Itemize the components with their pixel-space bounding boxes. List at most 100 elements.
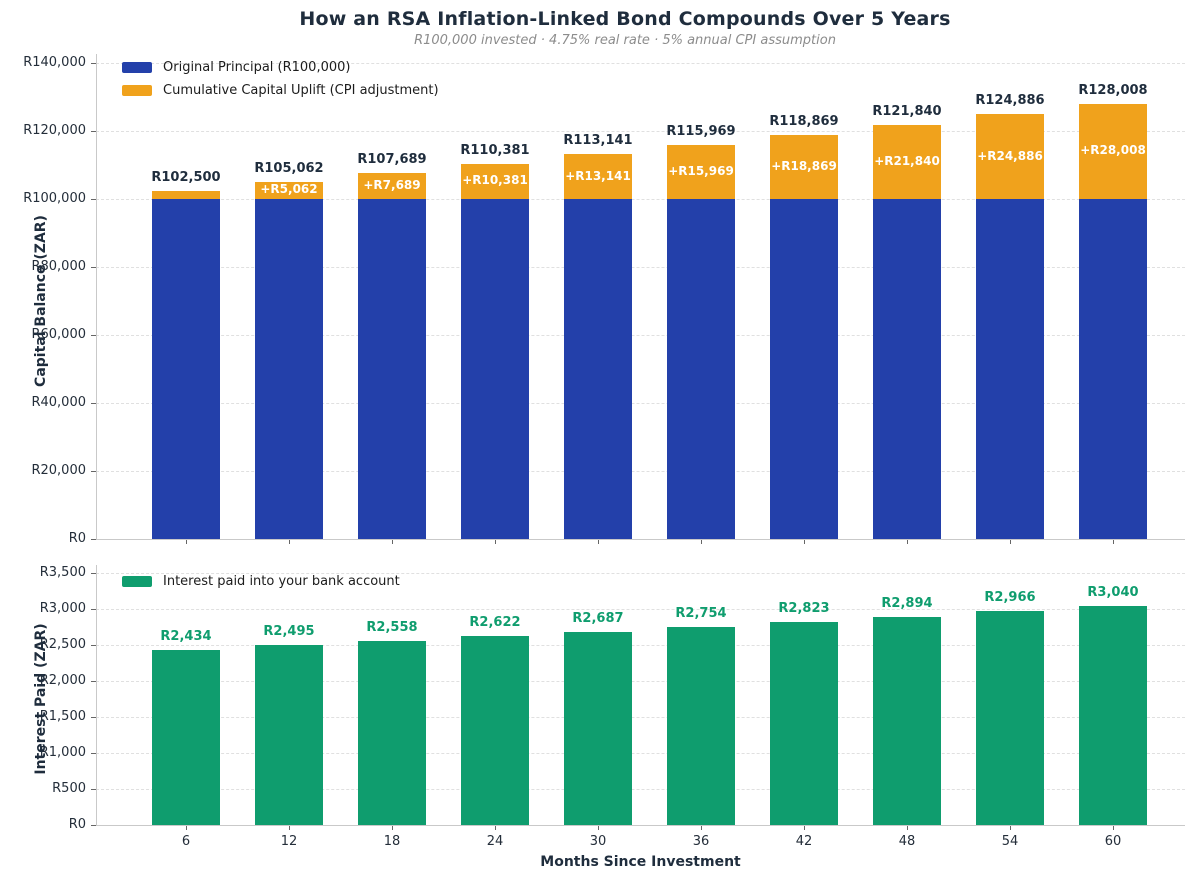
y-tick-label: R100,000 [23,191,86,206]
y-tick-mark [91,681,96,682]
gridline [96,573,1185,574]
bar-segment-top [358,172,426,199]
x-tick-mark [495,540,496,544]
x-tick-mark [392,540,393,544]
x-tick-label: 24 [486,834,504,849]
x-tick-mark [392,826,393,830]
y-tick-mark [91,609,96,610]
legend-item: Interest paid into your bank account [122,571,400,591]
bar-segment-bottom [461,199,529,539]
x-tick-mark [598,826,599,830]
gridline [96,609,1185,610]
x-tick-mark [1010,826,1011,830]
y-tick-mark [91,335,96,336]
x-tick-mark [598,540,599,544]
y-axis-line [96,54,97,539]
gridline [96,131,1185,132]
bar-value-label: R2,687 [572,610,624,626]
uplift-value-label: +R10,381 [462,173,528,188]
y-tick-label: R0 [68,531,86,546]
y-tick-mark [91,63,96,64]
uplift-value-label: +R15,969 [668,163,734,178]
uplift-value-label: +R21,840 [874,153,940,168]
legend-swatch [122,61,152,73]
x-tick-label: 54 [1001,834,1019,849]
y-tick-mark [91,825,96,826]
bar-segment-bottom [770,621,838,825]
bar-value-label: R102,500 [151,169,221,185]
gridline [96,267,1185,268]
gridline [96,335,1185,336]
x-tick-label: 60 [1104,834,1122,849]
y-tick-label: R2,000 [39,673,86,688]
legend-swatch [122,575,152,587]
gridline [96,717,1185,718]
legend-label: Cumulative Capital Uplift (CPI adjustmen… [163,82,439,98]
y-tick-mark [91,789,96,790]
y-tick-label: R20,000 [31,463,86,478]
gridline [96,63,1185,64]
bar-segment-bottom [152,199,220,539]
y-tick-label: R3,500 [39,565,86,580]
bar-value-label: R115,969 [666,123,736,139]
y-tick-mark [91,573,96,574]
x-tick-mark [701,826,702,830]
bar-segment-bottom [564,631,632,825]
gridline [96,753,1185,754]
bar-segment-bottom [358,640,426,825]
uplift-value-label: +R5,062 [260,182,318,197]
gridline [96,403,1185,404]
x-tick-mark [495,826,496,830]
y-tick-label: R80,000 [31,259,86,274]
uplift-value-label: +R18,869 [771,158,837,173]
y-tick-label: R1,000 [39,745,86,760]
x-tick-mark [804,826,805,830]
bar-segment-top [1079,103,1147,199]
chart-subtitle: R100,000 invested · 4.75% real rate · 5%… [414,33,836,48]
y-tick-mark [91,753,96,754]
y-tick-label: R1,500 [39,709,86,724]
bar-value-label: R105,062 [254,160,324,176]
x-tick-mark [701,540,702,544]
x-axis-title: Months Since Investment [540,854,741,870]
bar-segment-bottom [770,199,838,539]
x-tick-mark [1113,826,1114,830]
legend-label: Original Principal (R100,000) [163,59,351,75]
y-tick-label: R120,000 [23,123,86,138]
bar-segment-top [873,124,941,199]
bar-value-label: R2,622 [469,615,521,631]
uplift-value-label: +R28,008 [1080,143,1146,158]
gridline [96,645,1185,646]
x-tick-mark [907,540,908,544]
bar-segment-top [461,163,529,199]
x-tick-mark [1010,540,1011,544]
y-tick-label: R500 [52,781,86,796]
bar-value-label: R2,558 [366,619,418,635]
x-tick-label: 42 [795,834,813,849]
bar-segment-bottom [358,199,426,539]
x-tick-mark [289,540,290,544]
bar-value-label: R110,381 [460,142,530,158]
bar-value-label: R121,840 [872,103,942,119]
x-tick-label: 18 [383,834,401,849]
bar-segment-top [152,190,220,199]
y-tick-label: R140,000 [23,55,86,70]
bar-segment-top [564,154,632,199]
legend-item: Original Principal (R100,000) [122,57,350,77]
bar-value-label: R2,754 [675,605,727,621]
x-tick-mark [1113,540,1114,544]
bar-segment-top [976,114,1044,199]
x-tick-mark [186,826,187,830]
bar-segment-bottom [461,636,529,825]
bar-segment-bottom [873,616,941,825]
bar-value-label: R2,495 [263,624,315,640]
y-tick-label: R60,000 [31,327,86,342]
legend-swatch [122,84,152,96]
y-axis-title: Capital Balance (ZAR) [33,215,49,387]
bar-value-label: R3,040 [1087,585,1139,601]
y-tick-label: R40,000 [31,395,86,410]
y-axis-line [96,565,97,825]
bar-segment-bottom [255,645,323,825]
x-axis-line [96,539,1185,540]
